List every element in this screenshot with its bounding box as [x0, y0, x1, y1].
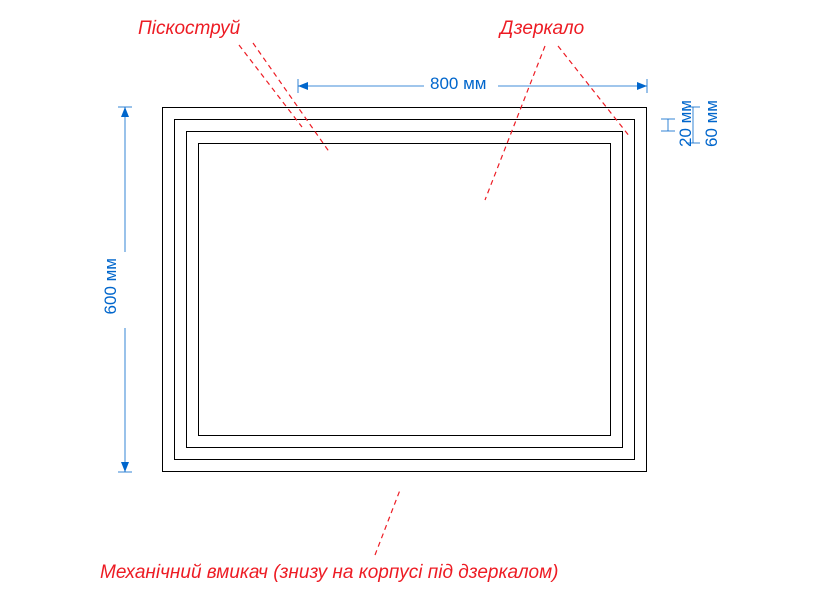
mirror-label: Дзеркало: [500, 18, 584, 40]
outer-frame-dimension: 60 мм: [702, 100, 722, 147]
right-20-dim: [661, 119, 675, 131]
sandblast-label: Піскоструй: [138, 18, 240, 40]
inner-rect: [198, 143, 611, 436]
height-dimension: 600 мм: [101, 258, 121, 314]
switch-leader: [375, 490, 400, 555]
switch-label: Механічний вмикач (знизу на корпусі під …: [100, 562, 558, 584]
inner-frame-dimension: 20 мм: [676, 100, 696, 147]
width-dimension: 800 мм: [430, 74, 486, 94]
